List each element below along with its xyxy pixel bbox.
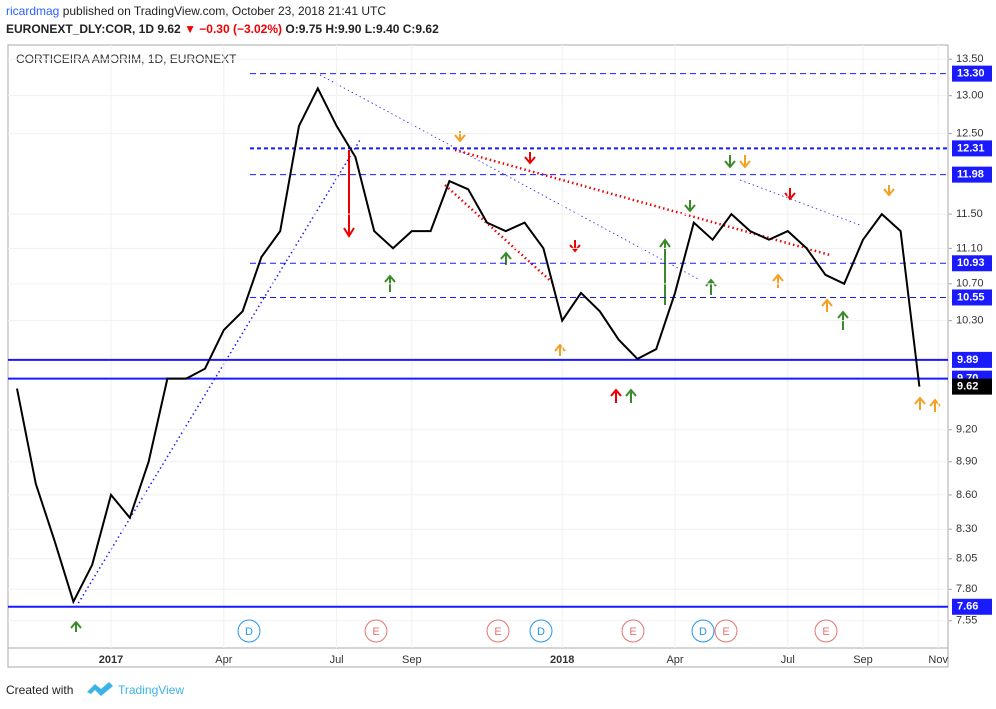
y-tick-label: 11.50 bbox=[956, 208, 983, 220]
y-tick-label: 12.50 bbox=[956, 127, 984, 139]
symbol: EURONEXT_DLY:COR, 1D bbox=[6, 22, 155, 36]
y-tick-label: 13.00 bbox=[956, 90, 984, 102]
tv-logo bbox=[87, 682, 113, 696]
change: ▼ −0.30 (−3.02%) bbox=[184, 22, 283, 36]
event-marker bbox=[529, 619, 553, 643]
price-tag-label: 10.55 bbox=[957, 291, 985, 303]
event-label: E bbox=[722, 626, 729, 638]
trendline bbox=[444, 184, 556, 286]
event-marker bbox=[237, 619, 261, 643]
y-tick-label: 8.05 bbox=[956, 553, 977, 565]
x-tick-label: Jul bbox=[330, 654, 344, 666]
y-tick-label: 8.90 bbox=[956, 456, 977, 468]
x-tick-label: Jul bbox=[781, 654, 795, 666]
y-tick-label: 8.60 bbox=[956, 489, 977, 501]
event-label: D bbox=[245, 626, 253, 638]
x-tick-label: Apr bbox=[666, 654, 683, 666]
price-tag-label: 9.89 bbox=[957, 354, 978, 366]
price-tag-label: 13.30 bbox=[957, 68, 985, 80]
event-marker bbox=[714, 619, 738, 643]
footer-created: Created with bbox=[6, 683, 73, 697]
x-tick-label: Nov bbox=[928, 654, 948, 666]
price-tag bbox=[952, 351, 992, 368]
event-marker bbox=[814, 619, 838, 643]
y-tick-label: 8.30 bbox=[956, 523, 977, 535]
x-tick-label: 2018 bbox=[550, 654, 574, 666]
price-line bbox=[16, 86, 921, 605]
event-label: E bbox=[629, 626, 636, 638]
price-tag-label: 11.98 bbox=[957, 169, 984, 181]
price-tag bbox=[952, 598, 992, 615]
symbol-line: EURONEXT_DLY:COR, 1D 9.62 ▼ −0.30 (−3.02… bbox=[6, 22, 439, 36]
y-tick-label: 7.55 bbox=[956, 615, 977, 627]
event-marker bbox=[486, 619, 510, 643]
event-label: D bbox=[699, 626, 707, 638]
last-price-tag bbox=[952, 378, 992, 395]
price-tag bbox=[952, 65, 992, 82]
y-tick-label: 11.10 bbox=[956, 242, 983, 254]
trendline bbox=[739, 179, 861, 226]
author: ricardmag bbox=[6, 4, 60, 18]
event-label: E bbox=[372, 626, 379, 638]
footer-brand: TradingView bbox=[118, 683, 184, 697]
last-price-label: 9.62 bbox=[957, 381, 978, 393]
price-tag-label: 7.66 bbox=[957, 601, 978, 613]
x-tick-label: Sep bbox=[402, 654, 422, 666]
event-label: E bbox=[822, 626, 829, 638]
x-tick-label: 2017 bbox=[99, 654, 123, 666]
event-label: E bbox=[494, 626, 501, 638]
price-tag-label: 9.70 bbox=[957, 373, 978, 385]
x-tick-label: Apr bbox=[215, 654, 232, 666]
trendline bbox=[454, 148, 831, 257]
trendline bbox=[75, 139, 361, 608]
publish-line: ricardmag published on TradingView.com, … bbox=[6, 4, 386, 18]
trendline bbox=[319, 74, 701, 281]
event-marker bbox=[691, 619, 715, 643]
price-tag bbox=[952, 370, 992, 387]
price: 9.62 bbox=[157, 22, 181, 36]
chart-title: CORTICEIRA AMORIM, 1D, EURONEXT bbox=[16, 52, 237, 66]
event-marker bbox=[364, 619, 388, 643]
event-label: D bbox=[537, 626, 545, 638]
price-tag-label: 10.93 bbox=[957, 257, 985, 269]
price-tag bbox=[952, 166, 992, 183]
ohlc: O:9.75 H:9.90 L:9.40 C:9.62 bbox=[285, 22, 439, 36]
y-tick-label: 7.80 bbox=[956, 583, 977, 595]
y-tick-label: 9.20 bbox=[956, 424, 977, 436]
y-tick-label: 10.30 bbox=[956, 315, 984, 327]
price-tag bbox=[952, 140, 992, 157]
y-tick-label: 13.50 bbox=[956, 53, 984, 65]
y-tick-label: 10.70 bbox=[956, 278, 984, 290]
published: published on TradingView.com, October 23… bbox=[62, 4, 387, 18]
price-tag-label: 12.31 bbox=[957, 142, 985, 154]
x-tick-label: Sep bbox=[853, 654, 873, 666]
arrows bbox=[70, 131, 941, 632]
price-tag bbox=[952, 289, 992, 306]
trendlines bbox=[75, 74, 861, 608]
event-marker bbox=[621, 619, 645, 643]
plot-frame bbox=[7, 44, 949, 668]
price-tag bbox=[952, 255, 992, 272]
